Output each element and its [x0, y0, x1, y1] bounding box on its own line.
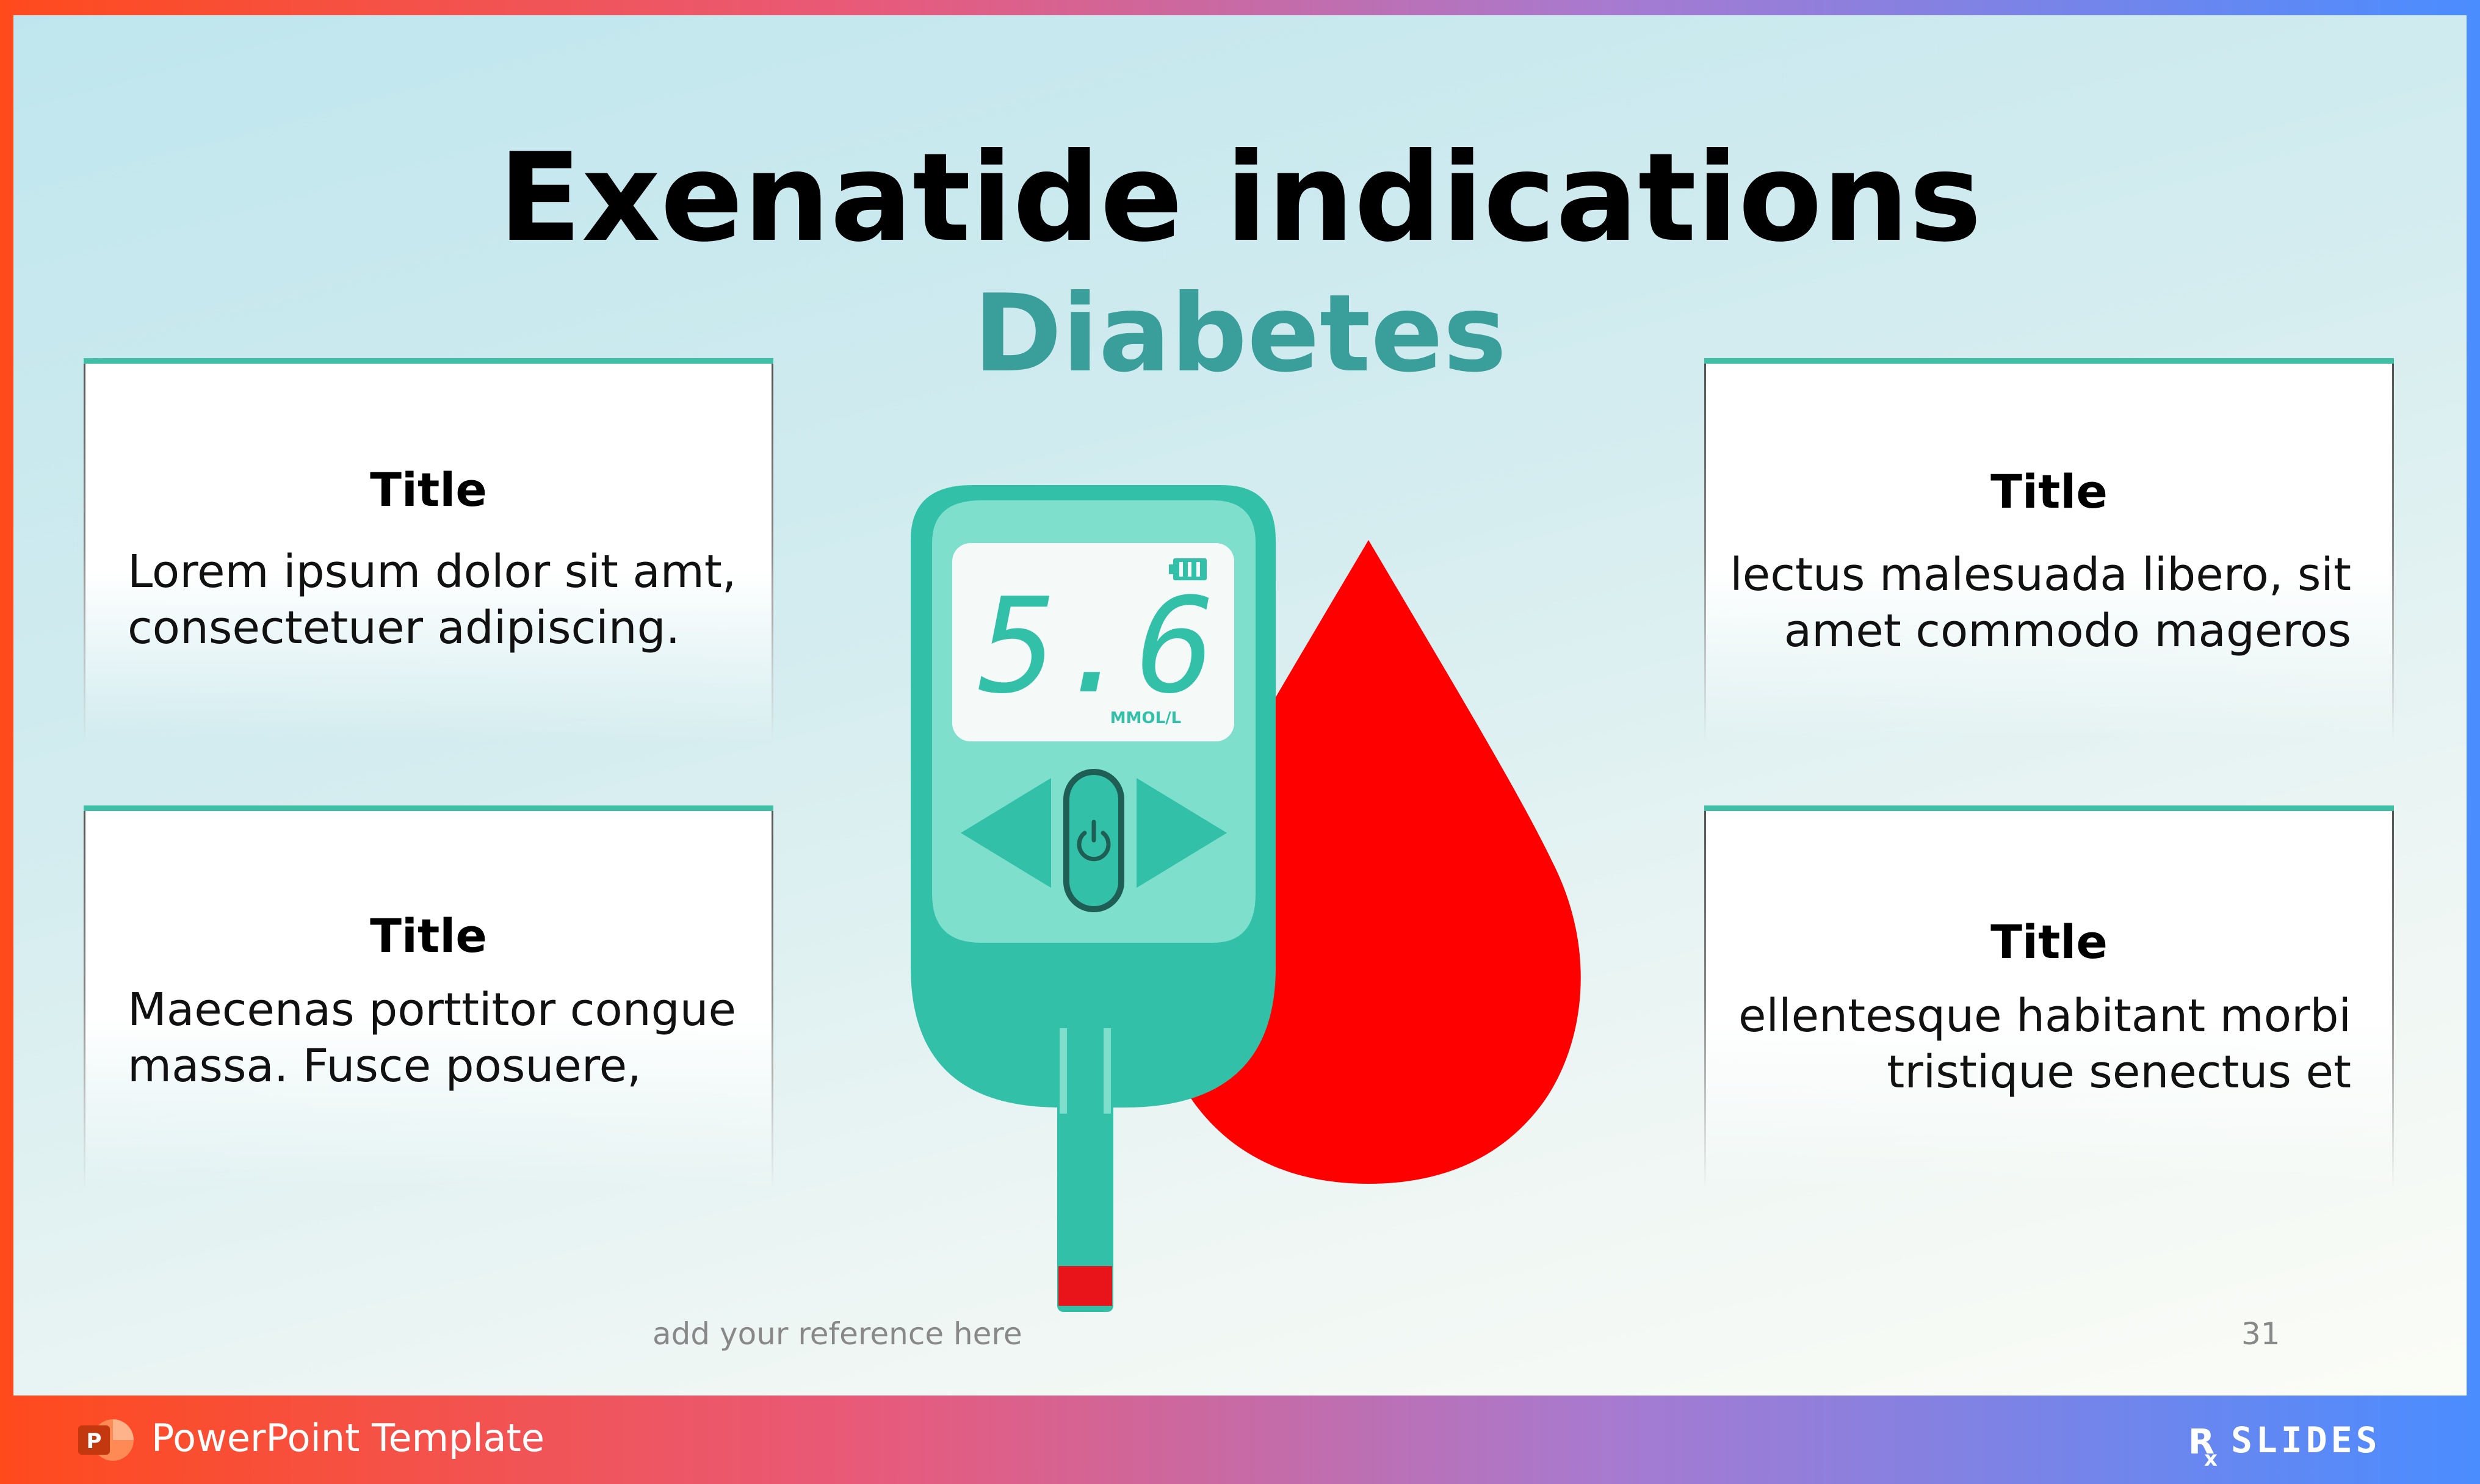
- reference-text: add your reference here: [653, 1316, 1022, 1352]
- power-icon: [1077, 819, 1111, 862]
- test-strip-tip: [1058, 1266, 1112, 1306]
- powerpoint-icon: P: [78, 1419, 134, 1461]
- slide-subtitle: Diabetes: [973, 272, 1507, 396]
- svg-text:x: x: [2204, 1447, 2218, 1471]
- card-text-line: massa. Fusce posuere,: [128, 1040, 642, 1092]
- info-card-top-right: Title lectus malesuada libero, sit amet …: [1704, 358, 2394, 742]
- card-title: Title: [1990, 464, 2108, 519]
- card-text: Maecenas porttitor congue massa. Fusce p…: [128, 982, 750, 1094]
- info-card-top-left: Title Lorem ipsum dolor sit amt, consect…: [84, 358, 773, 742]
- card-text-line: Maecenas porttitor congue: [128, 984, 737, 1036]
- left-arrow-icon: [961, 778, 1051, 888]
- svg-text:R: R: [2188, 1422, 2214, 1462]
- slide: Exenatide indications Diabetes Title Lor…: [13, 15, 2467, 1396]
- info-card-bottom-left: Title Maecenas porttitor congue massa. F…: [84, 805, 773, 1189]
- card-title: Title: [370, 909, 487, 963]
- meter-screen: [952, 543, 1234, 741]
- card-text-line: lectus malesuada libero, sit: [1730, 549, 2351, 601]
- card-text: ellentesque habitant morbi tristique sen…: [1729, 988, 2351, 1100]
- card-text-line: ellentesque habitant morbi: [1738, 990, 2351, 1042]
- svg-text:SLIDES: SLIDES: [2231, 1419, 2381, 1461]
- svg-text:P: P: [87, 1429, 102, 1453]
- card-title: Title: [370, 463, 487, 517]
- meter-reading: 5.6: [978, 569, 1215, 722]
- brand-logo: R x SLIDES: [2188, 1419, 2381, 1471]
- glucose-meter-illustration: 5.6 MMOL/L: [911, 485, 1581, 1312]
- card-text: Lorem ipsum dolor sit amt, consectetuer …: [128, 544, 750, 656]
- card-text: lectus malesuada libero, sit amet commod…: [1729, 547, 2351, 659]
- card-text-line: Lorem ipsum dolor sit amt,: [128, 546, 737, 598]
- card-title: Title: [1990, 915, 2108, 969]
- page-number: 31: [2241, 1316, 2280, 1352]
- meter-unit: MMOL/L: [1110, 709, 1181, 727]
- card-text-line: consectetuer adipiscing.: [128, 602, 681, 654]
- info-card-bottom-right: Title ellentesque habitant morbi tristiq…: [1704, 805, 2394, 1189]
- slide-title: Exenatide indications: [498, 127, 1982, 269]
- right-arrow-icon: [1137, 778, 1227, 888]
- footer-label: PowerPoint Template: [151, 1416, 545, 1460]
- card-text-line: amet commodo mageros: [1784, 605, 2351, 657]
- card-text-line: tristique senectus et: [1887, 1046, 2351, 1098]
- battery-icon: [1169, 558, 1207, 580]
